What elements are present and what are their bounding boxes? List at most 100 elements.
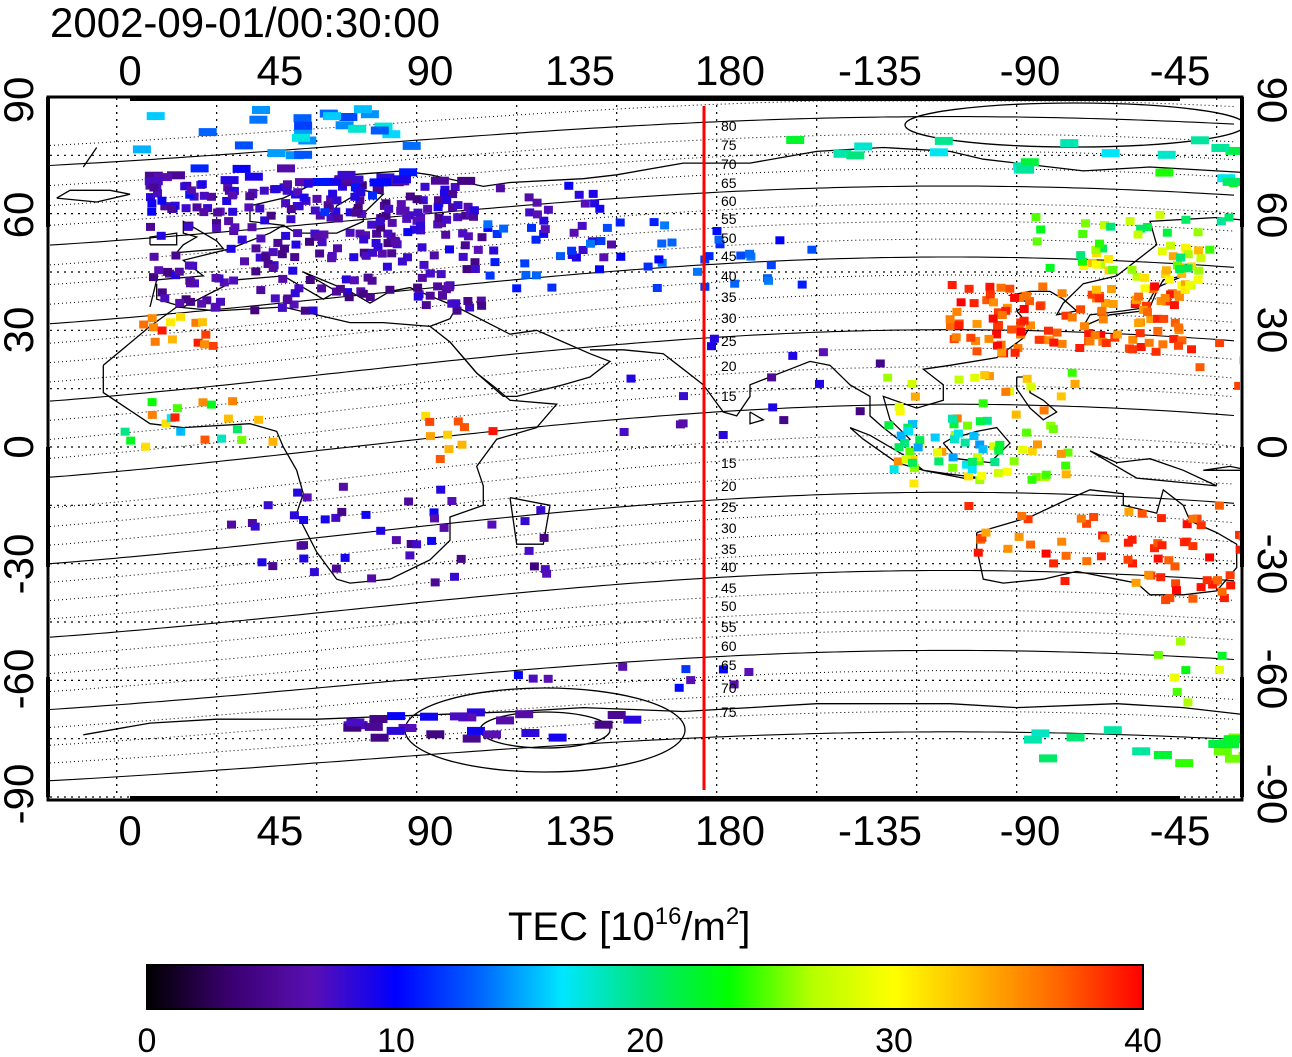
tec-observation [433, 203, 443, 212]
tec-observation [934, 457, 944, 466]
contour-label: 55 [721, 619, 737, 635]
tec-observation [293, 229, 303, 238]
tec-observation [513, 671, 523, 680]
tec-observation [1039, 406, 1049, 415]
tec-observation [490, 258, 500, 267]
frame-bar [1240, 447, 1244, 567]
tec-observation [153, 173, 172, 182]
tec-observation [997, 348, 1007, 357]
tec-observation [450, 183, 460, 191]
magnetic-contour [50, 403, 1235, 478]
tec-observation [161, 419, 171, 428]
tec-observation [436, 270, 446, 279]
contour-label: 45 [721, 580, 737, 596]
colorbar-tick-label: 20 [626, 1022, 664, 1057]
tec-observation [353, 204, 363, 212]
tec-observation [1169, 335, 1179, 343]
tec-observation [567, 246, 577, 255]
tec-observation [126, 436, 136, 445]
tec-observation [442, 196, 452, 205]
tec-observation [539, 216, 549, 225]
tec-observation [413, 292, 423, 301]
tec-observation [574, 190, 584, 199]
tec-observation [1157, 247, 1167, 256]
frame-bar [1240, 97, 1244, 227]
tec-observation [1235, 530, 1240, 539]
tec-observation [950, 435, 959, 444]
tec-observation [521, 729, 540, 737]
tec-observation [444, 445, 454, 454]
bottom-longitude-tick-label: 0 [118, 807, 141, 854]
tec-observation [1048, 425, 1058, 434]
tec-observation [1001, 306, 1011, 315]
tec-observation [525, 208, 535, 217]
top-longitude-tick-label: 90 [407, 47, 454, 94]
tec-observation [654, 255, 664, 264]
tec-observation [234, 141, 253, 150]
tec-observation [290, 289, 300, 298]
tec-observation [186, 297, 196, 306]
tec-observation [319, 230, 329, 239]
tec-observation [1026, 321, 1035, 330]
tec-observation [1263, 598, 1272, 606]
tec-observation [1010, 348, 1020, 357]
tec-observation [718, 431, 728, 439]
tec-observation [1214, 501, 1224, 510]
tec-observation [1131, 578, 1141, 587]
tec-observation [1034, 335, 1044, 344]
tec-observation [985, 282, 995, 291]
tec-observation [532, 198, 542, 207]
tec-observation [237, 435, 247, 444]
top-longitude-tick-label: -135 [838, 47, 922, 94]
tec-observation [384, 204, 394, 213]
tec-observation [337, 507, 347, 516]
tec-observation [224, 217, 234, 226]
tec-observation [707, 342, 716, 351]
tec-observation [1043, 326, 1053, 335]
tec-observation [149, 273, 158, 282]
tec-observation [345, 175, 364, 184]
tec-observation [954, 321, 964, 330]
tec-observation [219, 278, 229, 287]
tec-observation [1031, 213, 1041, 222]
tec-observation [1215, 339, 1225, 347]
tec-observation [200, 435, 210, 444]
tec-observation [181, 204, 191, 213]
tec-observation [277, 250, 287, 259]
contour-label: 65 [721, 657, 737, 673]
tec-observation [678, 419, 688, 428]
tec-observation [1007, 325, 1017, 334]
tec-observation [466, 708, 485, 717]
tec-observation [1143, 308, 1152, 317]
tec-observation [1182, 244, 1192, 253]
tec-observation [232, 425, 242, 434]
colorbar-tick-labels: 0 10 20 30 40 [138, 1022, 1162, 1057]
tec-observation [951, 333, 961, 342]
tec-observation [1216, 217, 1226, 226]
tec-observation [326, 213, 336, 222]
tec-observation [1061, 470, 1071, 479]
tec-observation [972, 319, 982, 328]
tec-observation [895, 407, 905, 416]
tec-observation [1089, 513, 1099, 521]
tec-observation [714, 235, 724, 244]
tec-observation [418, 196, 428, 205]
tec-observation [1268, 736, 1286, 744]
tec-observation [1128, 345, 1137, 354]
tec-observation [1108, 265, 1117, 274]
tec-observation [237, 235, 247, 244]
tec-observation [193, 338, 203, 347]
tec-observation [185, 190, 195, 199]
tec-observation [473, 245, 483, 254]
tec-observation [228, 397, 238, 406]
tec-observation [994, 321, 1003, 329]
tec-observation [251, 267, 261, 276]
tec-observation [1091, 260, 1101, 269]
tec-observation [463, 202, 473, 211]
tec-observation [271, 185, 281, 194]
tec-observation [766, 261, 776, 270]
tec-observation [967, 457, 977, 466]
tec-observation [417, 273, 427, 282]
tec-observation [1172, 586, 1181, 595]
tec-observation [1081, 219, 1090, 228]
